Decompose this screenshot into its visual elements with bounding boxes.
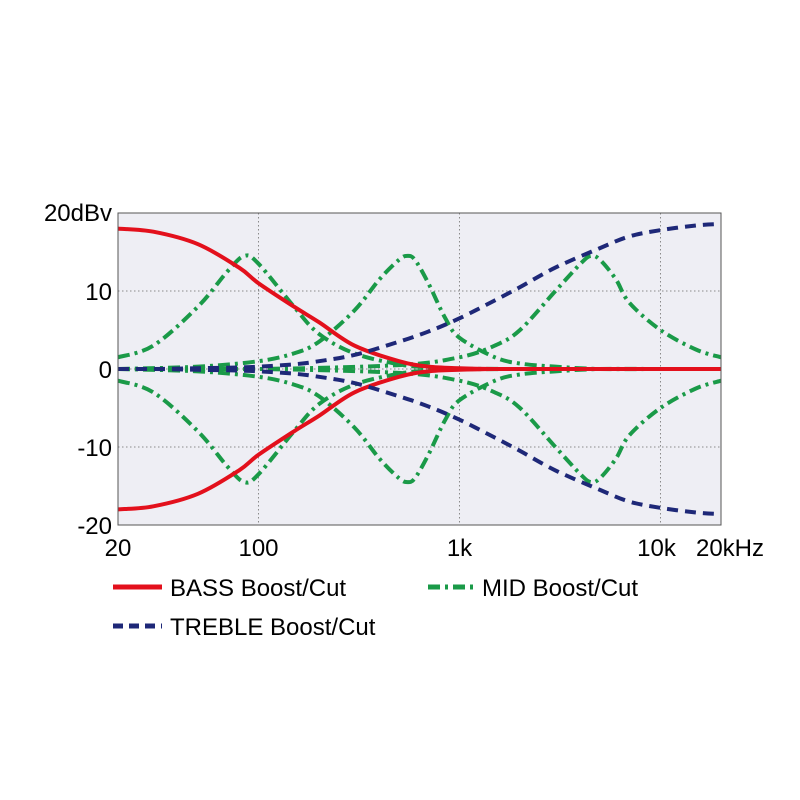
legend-item: MID Boost/Cut [428, 575, 638, 602]
y-tick-label: 20dBv [44, 200, 112, 227]
legend-item: TREBLE Boost/Cut [113, 614, 376, 641]
x-tick-label: 20 [105, 535, 132, 562]
plot-frame [117, 212, 722, 526]
legend-label: MID Boost/Cut [482, 575, 638, 602]
legend: BASS Boost/Cut MID Boost/Cut TREBLE Boost/… [113, 575, 638, 641]
y-tick-label: -10 [77, 435, 112, 462]
bass-curve-1 [117, 366, 721, 512]
x-tick-label: 1k [447, 535, 473, 562]
y-tick-label: -20 [77, 513, 112, 540]
series-layer [117, 221, 722, 517]
y-tick-label: 10 [85, 279, 112, 306]
x-tick-labels: 20 100 1k 10k 20kHz [105, 535, 764, 562]
treble-curve-2 [117, 221, 722, 372]
treble-curve-3 [117, 366, 722, 517]
x-tick-label: 100 [238, 535, 278, 562]
legend-item: BASS Boost/Cut [113, 575, 346, 602]
y-tick-label: 0 [99, 357, 112, 384]
mid-curve-5 [117, 366, 722, 485]
legend-label: TREBLE Boost/Cut [170, 614, 376, 641]
mid-curve-2 [117, 253, 721, 372]
x-tick-label: 20kHz [696, 535, 764, 562]
mid-curve-4 [117, 253, 722, 372]
legend-label: BASS Boost/Cut [170, 575, 346, 602]
y-tick-labels: 20dBv 10 0 -10 -20 [44, 200, 112, 540]
x-tick-label: 10k [637, 535, 677, 562]
mid-curve-3 [117, 366, 721, 485]
